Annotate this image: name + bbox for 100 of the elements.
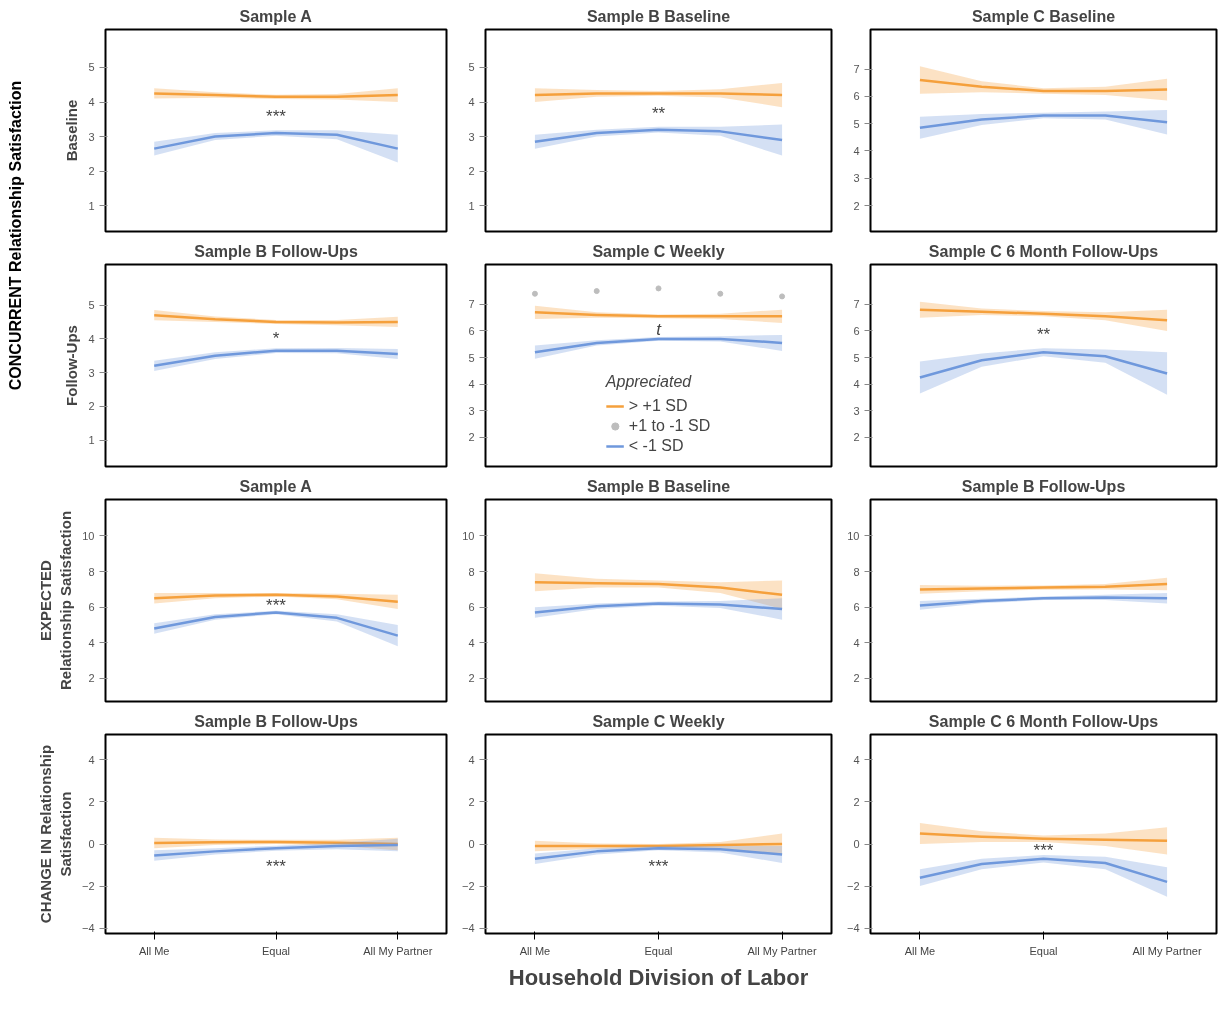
y-tick-label: 4: [853, 378, 860, 391]
y-tick-label: 7: [853, 298, 860, 311]
annotation: ***: [648, 857, 669, 877]
y-axis-title: CHANGE IN Relationship Satisfaction: [36, 744, 74, 924]
y-tick-label: 1: [468, 199, 475, 212]
y-tick-label: 2: [88, 165, 95, 178]
y-axis-title: Follow-Ups: [63, 325, 81, 406]
y-tick-label: 3: [468, 404, 475, 417]
y-tick-label: 4: [88, 636, 95, 649]
y-tick-label: 4: [468, 636, 475, 649]
y-tick-label: 4: [88, 96, 95, 109]
legend-label: +1 to -1 SD: [628, 417, 711, 435]
annotation: *: [272, 328, 280, 348]
y-tick-label: 0: [853, 838, 860, 850]
x-tick-label: Equal: [261, 944, 291, 957]
y-tick-label: 10: [462, 529, 475, 542]
annotation: ***: [266, 596, 287, 616]
y-tick-label: 2: [853, 795, 860, 808]
y-tick-label: 2: [468, 431, 475, 444]
y-tick-label: 6: [468, 324, 475, 337]
y-tick-label: 6: [853, 601, 860, 614]
y-tick-label: 4: [88, 753, 95, 766]
y-tick-label: 2: [468, 165, 475, 178]
y-tick-label: −4: [846, 922, 860, 935]
y-tick-label: 1: [88, 199, 95, 212]
y-tick-label: 2: [468, 672, 475, 685]
y-tick-label: 6: [853, 324, 860, 337]
x-tick-label: All My Partner: [363, 944, 433, 957]
y-tick-label: 10: [847, 529, 860, 542]
x-tick-label: All My Partner: [1132, 944, 1202, 957]
chart-title: Sample C Weekly: [592, 712, 725, 730]
y-tick-label: −2: [846, 880, 860, 893]
chart-title: Sample C 6 Month Follow-Ups: [928, 712, 1159, 730]
y-tick-label: 3: [853, 172, 860, 185]
y-tick-label: −2: [461, 880, 475, 893]
y-tick-label: 2: [468, 795, 475, 808]
y-tick-label: 2: [88, 400, 95, 413]
x-tick-label: All My Partner: [747, 944, 817, 957]
y-tick-label: 5: [468, 351, 475, 364]
chart-title: Sample A: [239, 7, 313, 25]
annotation: t: [656, 320, 663, 340]
y-tick-label: 3: [88, 366, 95, 379]
legend-title: Appreciated: [605, 373, 693, 391]
y-tick-label: 6: [468, 601, 475, 614]
y-tick-label: 5: [853, 117, 860, 130]
legend-label: < -1 SD: [628, 437, 684, 455]
y-tick-label: 8: [853, 565, 860, 578]
y-tick-label: 2: [853, 672, 860, 685]
text: CONCURRENT Relationship Satisfaction: [7, 80, 24, 391]
y-tick-label: 5: [468, 61, 475, 74]
y-tick-label: 8: [88, 565, 95, 578]
y-tick-label: 4: [853, 753, 860, 766]
y-tick-label: 4: [853, 144, 860, 157]
y-tick-label: −4: [461, 922, 475, 935]
y-tick-label: 2: [88, 795, 95, 808]
chart-title: Sample B Follow-Ups: [194, 712, 358, 730]
chart-title: Sample B Baseline: [586, 477, 731, 495]
x-tick-label: Equal: [1029, 944, 1058, 957]
y-tick-label: 8: [468, 565, 475, 578]
annotation: **: [1036, 325, 1051, 345]
y-tick-label: 2: [853, 199, 860, 212]
y-tick-label: 3: [468, 130, 475, 143]
y-tick-label: 6: [853, 90, 860, 103]
y-tick-label: 5: [88, 61, 95, 74]
annotation: **: [651, 104, 666, 124]
y-tick-label: 0: [468, 838, 475, 850]
y-tick-label: 4: [468, 96, 475, 109]
y-axis-title: Baseline: [63, 99, 81, 162]
chart-title: Sample B Follow-Ups: [194, 242, 358, 260]
y-tick-label: 7: [468, 298, 475, 311]
y-tick-label: −2: [81, 880, 95, 893]
y-axis-title: EXPECTED Relationship Satisfaction: [36, 510, 75, 691]
x-tick-label: All Me: [519, 944, 551, 957]
x-tick-label: All Me: [138, 944, 170, 957]
y-tick-label: 7: [853, 63, 860, 76]
y-tick-label: 4: [468, 378, 475, 391]
y-tick-label: 3: [853, 404, 860, 417]
y-tick-label: 4: [853, 636, 860, 649]
annotation: ***: [266, 107, 287, 127]
chart-title: Sample C 6 Month Follow-Ups: [928, 242, 1159, 260]
y-tick-label: 3: [88, 130, 95, 143]
y-tick-label: −4: [81, 922, 95, 935]
chart-title: Sample B Follow-Ups: [961, 477, 1126, 495]
y-tick-label: 2: [853, 431, 860, 444]
y-tick-label: 2: [88, 672, 95, 685]
chart-title: Sample A: [239, 477, 313, 495]
x-tick-label: All Me: [904, 944, 936, 957]
chart-title: Sample B Baseline: [586, 7, 731, 25]
y-tick-label: 1: [88, 434, 95, 447]
y-tick-label: 10: [82, 529, 95, 542]
y-tick-label: 0: [88, 838, 95, 850]
y-tick-label: 6: [88, 601, 95, 614]
legend-label: > +1 SD: [628, 397, 688, 415]
x-axis-title: Household Division of Labor: [508, 964, 809, 990]
y-tick-label: 5: [88, 299, 95, 312]
chart-title: Sample C Weekly: [592, 242, 725, 260]
chart-title: Sample C Baseline: [971, 7, 1116, 25]
y-tick-label: 4: [88, 332, 95, 345]
y-tick-label: 5: [853, 351, 860, 364]
y-tick-label: 4: [468, 753, 475, 766]
